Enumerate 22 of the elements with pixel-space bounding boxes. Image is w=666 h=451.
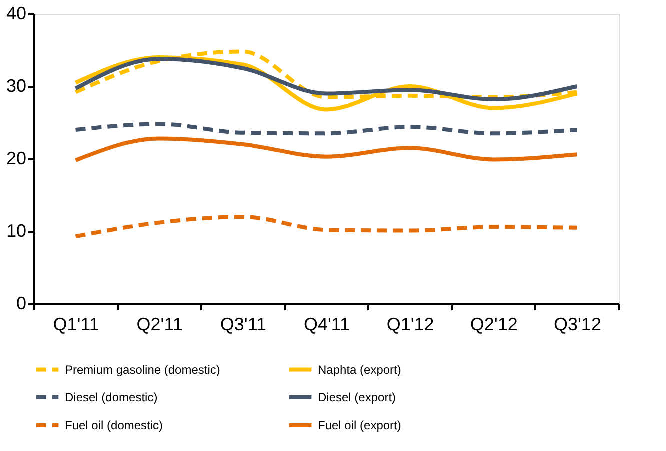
y-tick-label: 30	[6, 76, 26, 96]
legend-label: Naphta (export)	[318, 362, 402, 377]
line-series	[74, 56, 580, 102]
x-tick-label: Q2'12	[470, 314, 518, 334]
line-series	[74, 122, 580, 136]
legend-label: Fuel oil (domestic)	[65, 418, 164, 432]
x-tick-label: Q3'11	[220, 314, 266, 334]
y-tick-label: 0	[16, 294, 26, 314]
y-tick-label: 10	[6, 221, 26, 241]
x-tick-label: Q2'11	[136, 314, 183, 334]
x-tick-label: Q1'12	[386, 314, 434, 334]
legend-label: Premium gasoline (domestic)	[65, 362, 220, 377]
x-tick-label: Q1'11	[53, 314, 100, 334]
x-tick-label: Q3'12	[554, 314, 602, 334]
y-tick-label: 20	[6, 148, 26, 168]
x-tick-label: Q4'11	[304, 314, 350, 334]
legend-label: Diesel (export)	[318, 390, 396, 404]
y-tick-label: 40	[6, 4, 26, 24]
line-series	[74, 136, 580, 162]
line-series	[74, 215, 580, 239]
legend-label: Fuel oil (export)	[318, 418, 402, 432]
legend-label: Diesel (domestic)	[65, 390, 158, 404]
